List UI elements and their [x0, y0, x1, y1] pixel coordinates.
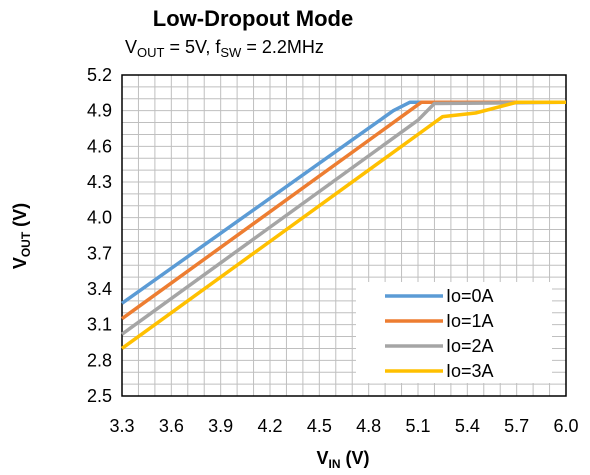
subtitle-v-rest: = 5V, f: [164, 37, 221, 57]
y-axis-label-sub: OUT: [19, 231, 33, 257]
x-tick-label: 3.3: [109, 416, 134, 436]
x-tick-label: 5.1: [405, 416, 430, 436]
x-tick-label: 3.9: [208, 416, 233, 436]
chart-subtitle: VOUT = 5V, fSW = 2.2MHz: [125, 37, 324, 60]
x-tick-label: 4.8: [356, 416, 381, 436]
series-lines: [120, 100, 567, 350]
y-tick-label: 3.7: [87, 243, 112, 263]
y-tick-label: 5.2: [87, 65, 112, 85]
series-line-io-0a: [120, 100, 566, 305]
x-tick-label: 4.5: [307, 416, 332, 436]
x-axis-label-unit: (V): [341, 448, 370, 468]
x-tick-label: 5.7: [504, 416, 529, 436]
subtitle-v-sub: OUT: [137, 45, 165, 60]
y-axis-label-main: V: [10, 257, 30, 269]
y-tick-label: 4.9: [87, 101, 112, 121]
legend-label-io-0a: Io=0A: [446, 286, 494, 306]
y-axis-label: VOUT (V): [10, 203, 33, 269]
legend-label-io-1a: Io=1A: [446, 311, 494, 331]
legend-label-io-3a: Io=3A: [446, 361, 494, 381]
y-tick-label: 4.6: [87, 136, 112, 156]
subtitle-v: V: [125, 37, 137, 57]
y-tick-label: 3.1: [87, 315, 112, 335]
x-tick-label: 6.0: [553, 416, 578, 436]
y-tick-label: 3.4: [87, 279, 112, 299]
chart-title: Low-Dropout Mode: [153, 6, 353, 31]
subtitle-f-sub: SW: [220, 45, 242, 60]
x-tick-label: 3.6: [159, 416, 184, 436]
subtitle-f-rest: = 2.2MHz: [241, 37, 324, 57]
legend-label-io-2a: Io=2A: [446, 336, 494, 356]
y-tick-label: 2.8: [87, 350, 112, 370]
x-tick-label: 4.2: [257, 416, 282, 436]
legend-box: [356, 282, 552, 383]
x-axis-label-sub: IN: [329, 457, 341, 471]
series-line-io-3a: [120, 100, 566, 350]
x-tick-labels: 3.3 3.6 3.9 4.2 4.5 4.8 5.1 5.4 5.7 6.0: [109, 416, 578, 436]
y-tick-label: 4.0: [87, 208, 112, 228]
y-tick-label: 4.3: [87, 172, 112, 192]
x-axis-label-main: V: [316, 448, 328, 468]
x-axis-label: VIN (V): [316, 448, 369, 471]
y-tick-labels: 5.2 4.9 4.6 4.3 4.0 3.7 3.4 3.1 2.8 2.5: [87, 65, 112, 406]
y-tick-label: 2.5: [87, 386, 112, 406]
y-axis-label-unit: (V): [10, 203, 30, 232]
plot-frame: [121, 74, 567, 397]
legend: Io=0A Io=1A Io=2A Io=3A: [356, 282, 552, 383]
x-tick-label: 5.4: [455, 416, 480, 436]
series-line-io-2a: [120, 100, 567, 336]
